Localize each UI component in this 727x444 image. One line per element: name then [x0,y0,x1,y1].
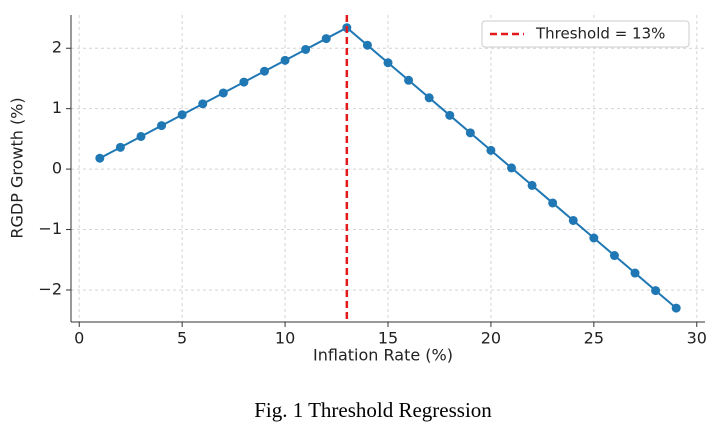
point [239,77,249,87]
point [177,110,187,120]
x-tick-label: 25 [584,329,604,348]
x-tick-label: 30 [687,329,707,348]
point [115,142,125,152]
point [404,75,414,85]
legend-box [481,20,690,48]
point [424,93,434,103]
point [548,198,558,208]
point [630,268,640,278]
x-tick-label: 20 [481,329,501,348]
point [157,121,167,131]
legend-label: Threshold = 13% [535,25,665,43]
point [321,34,331,44]
point [445,110,455,120]
point [383,58,393,68]
y-tick-label: −1 [38,219,62,238]
y-tick-label: −2 [38,279,62,298]
x-tick-label: 5 [177,329,187,348]
point [465,128,475,138]
x-tick-label: 10 [275,329,295,348]
x-tick-label: 0 [74,329,84,348]
y-tick-label: 1 [52,98,62,117]
point [362,40,372,50]
point [527,180,537,190]
point [301,44,311,54]
point [218,88,228,98]
point [136,131,146,141]
point [651,286,661,296]
y-tick-label: 0 [52,159,62,178]
point [507,163,517,173]
point [609,251,619,261]
y-tick-label: 2 [52,38,62,57]
figure-caption: Fig. 1 Threshold Regression [254,398,492,422]
point [280,55,290,65]
point [589,233,599,243]
point [568,215,578,225]
point [198,99,208,109]
x-tick-label: 15 [378,329,398,348]
y-axis-label: RGDP Growth (%) [8,97,27,238]
point [486,145,496,155]
point [95,153,105,163]
point [671,303,681,313]
point [259,66,269,76]
x-axis-label: Inflation Rate (%) [313,346,453,365]
